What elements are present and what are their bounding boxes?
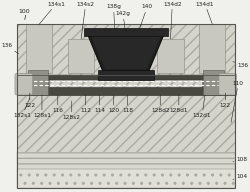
Text: 128s2: 128s2 [63,101,81,120]
Bar [17,152,235,169]
Text: 132s1: 132s1 [14,98,31,118]
Polygon shape [90,33,162,70]
Bar [203,70,224,95]
Text: 120: 120 [108,95,119,113]
Text: 134s1: 134s1 [39,2,65,24]
Text: 118: 118 [122,95,133,113]
Bar [17,24,235,75]
Bar [17,77,50,95]
Text: 134s2: 134s2 [77,2,95,39]
Bar [28,87,224,95]
Bar [202,77,235,95]
Bar [158,39,184,73]
Bar [26,24,52,73]
FancyBboxPatch shape [219,73,236,95]
Text: 142g: 142g [116,11,130,34]
Text: 116: 116 [52,95,63,113]
Text: 138g: 138g [106,4,121,29]
Text: 132d1: 132d1 [193,95,212,118]
Text: 134d2: 134d2 [163,2,182,39]
Bar [17,24,235,188]
Text: 140: 140 [140,4,153,28]
Bar [98,70,154,80]
Text: 100: 100 [19,9,30,14]
Bar [28,75,224,80]
Bar [84,28,168,36]
Text: 134d1: 134d1 [196,2,214,24]
FancyBboxPatch shape [15,73,33,95]
Text: 128d1: 128d1 [170,95,188,113]
Polygon shape [87,32,165,70]
Text: 114: 114 [94,95,105,113]
Bar [199,24,226,73]
Bar [17,169,235,188]
Bar [28,70,48,95]
Bar [17,80,235,152]
Text: 104: 104 [233,174,248,180]
Text: 110: 110 [231,81,244,122]
Bar [68,39,94,73]
Text: 128d2: 128d2 [151,95,170,113]
Text: 136: 136 [1,43,19,54]
Text: 108: 108 [233,157,248,162]
Text: 122: 122 [24,93,36,108]
Text: 112: 112 [80,95,91,113]
Text: 136: 136 [233,62,248,68]
Text: 122: 122 [220,93,231,108]
Text: 128s1: 128s1 [33,95,51,118]
